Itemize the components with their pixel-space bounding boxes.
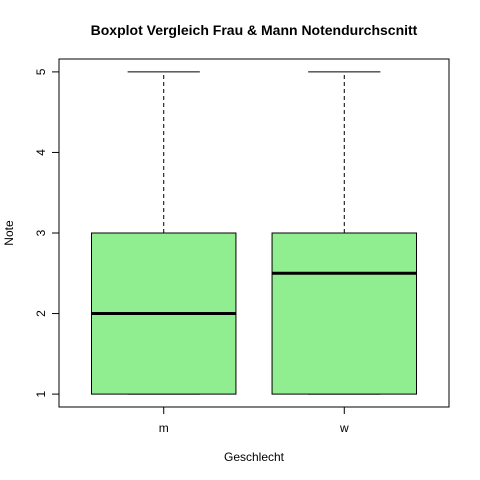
boxes-layer xyxy=(91,71,417,395)
y-axis-label: Note xyxy=(2,220,16,246)
y-tick-label: 3 xyxy=(34,229,48,236)
y-tick-label: 2 xyxy=(34,310,48,317)
x-tick-label: m xyxy=(159,421,169,435)
chart-title: Boxplot Vergleich Frau & Mann Notendurch… xyxy=(91,22,418,38)
y-tick-label: 1 xyxy=(34,390,48,397)
y-tick-label: 4 xyxy=(34,149,48,156)
y-axis: 1 2 3 4 5 xyxy=(34,68,60,397)
iqr-box xyxy=(271,232,417,395)
box-group-m xyxy=(91,71,237,395)
x-axis-label: Geschlecht xyxy=(224,450,285,464)
x-tick-label: w xyxy=(339,421,349,435)
y-tick-label: 5 xyxy=(34,68,48,75)
box-group-w xyxy=(271,71,417,395)
